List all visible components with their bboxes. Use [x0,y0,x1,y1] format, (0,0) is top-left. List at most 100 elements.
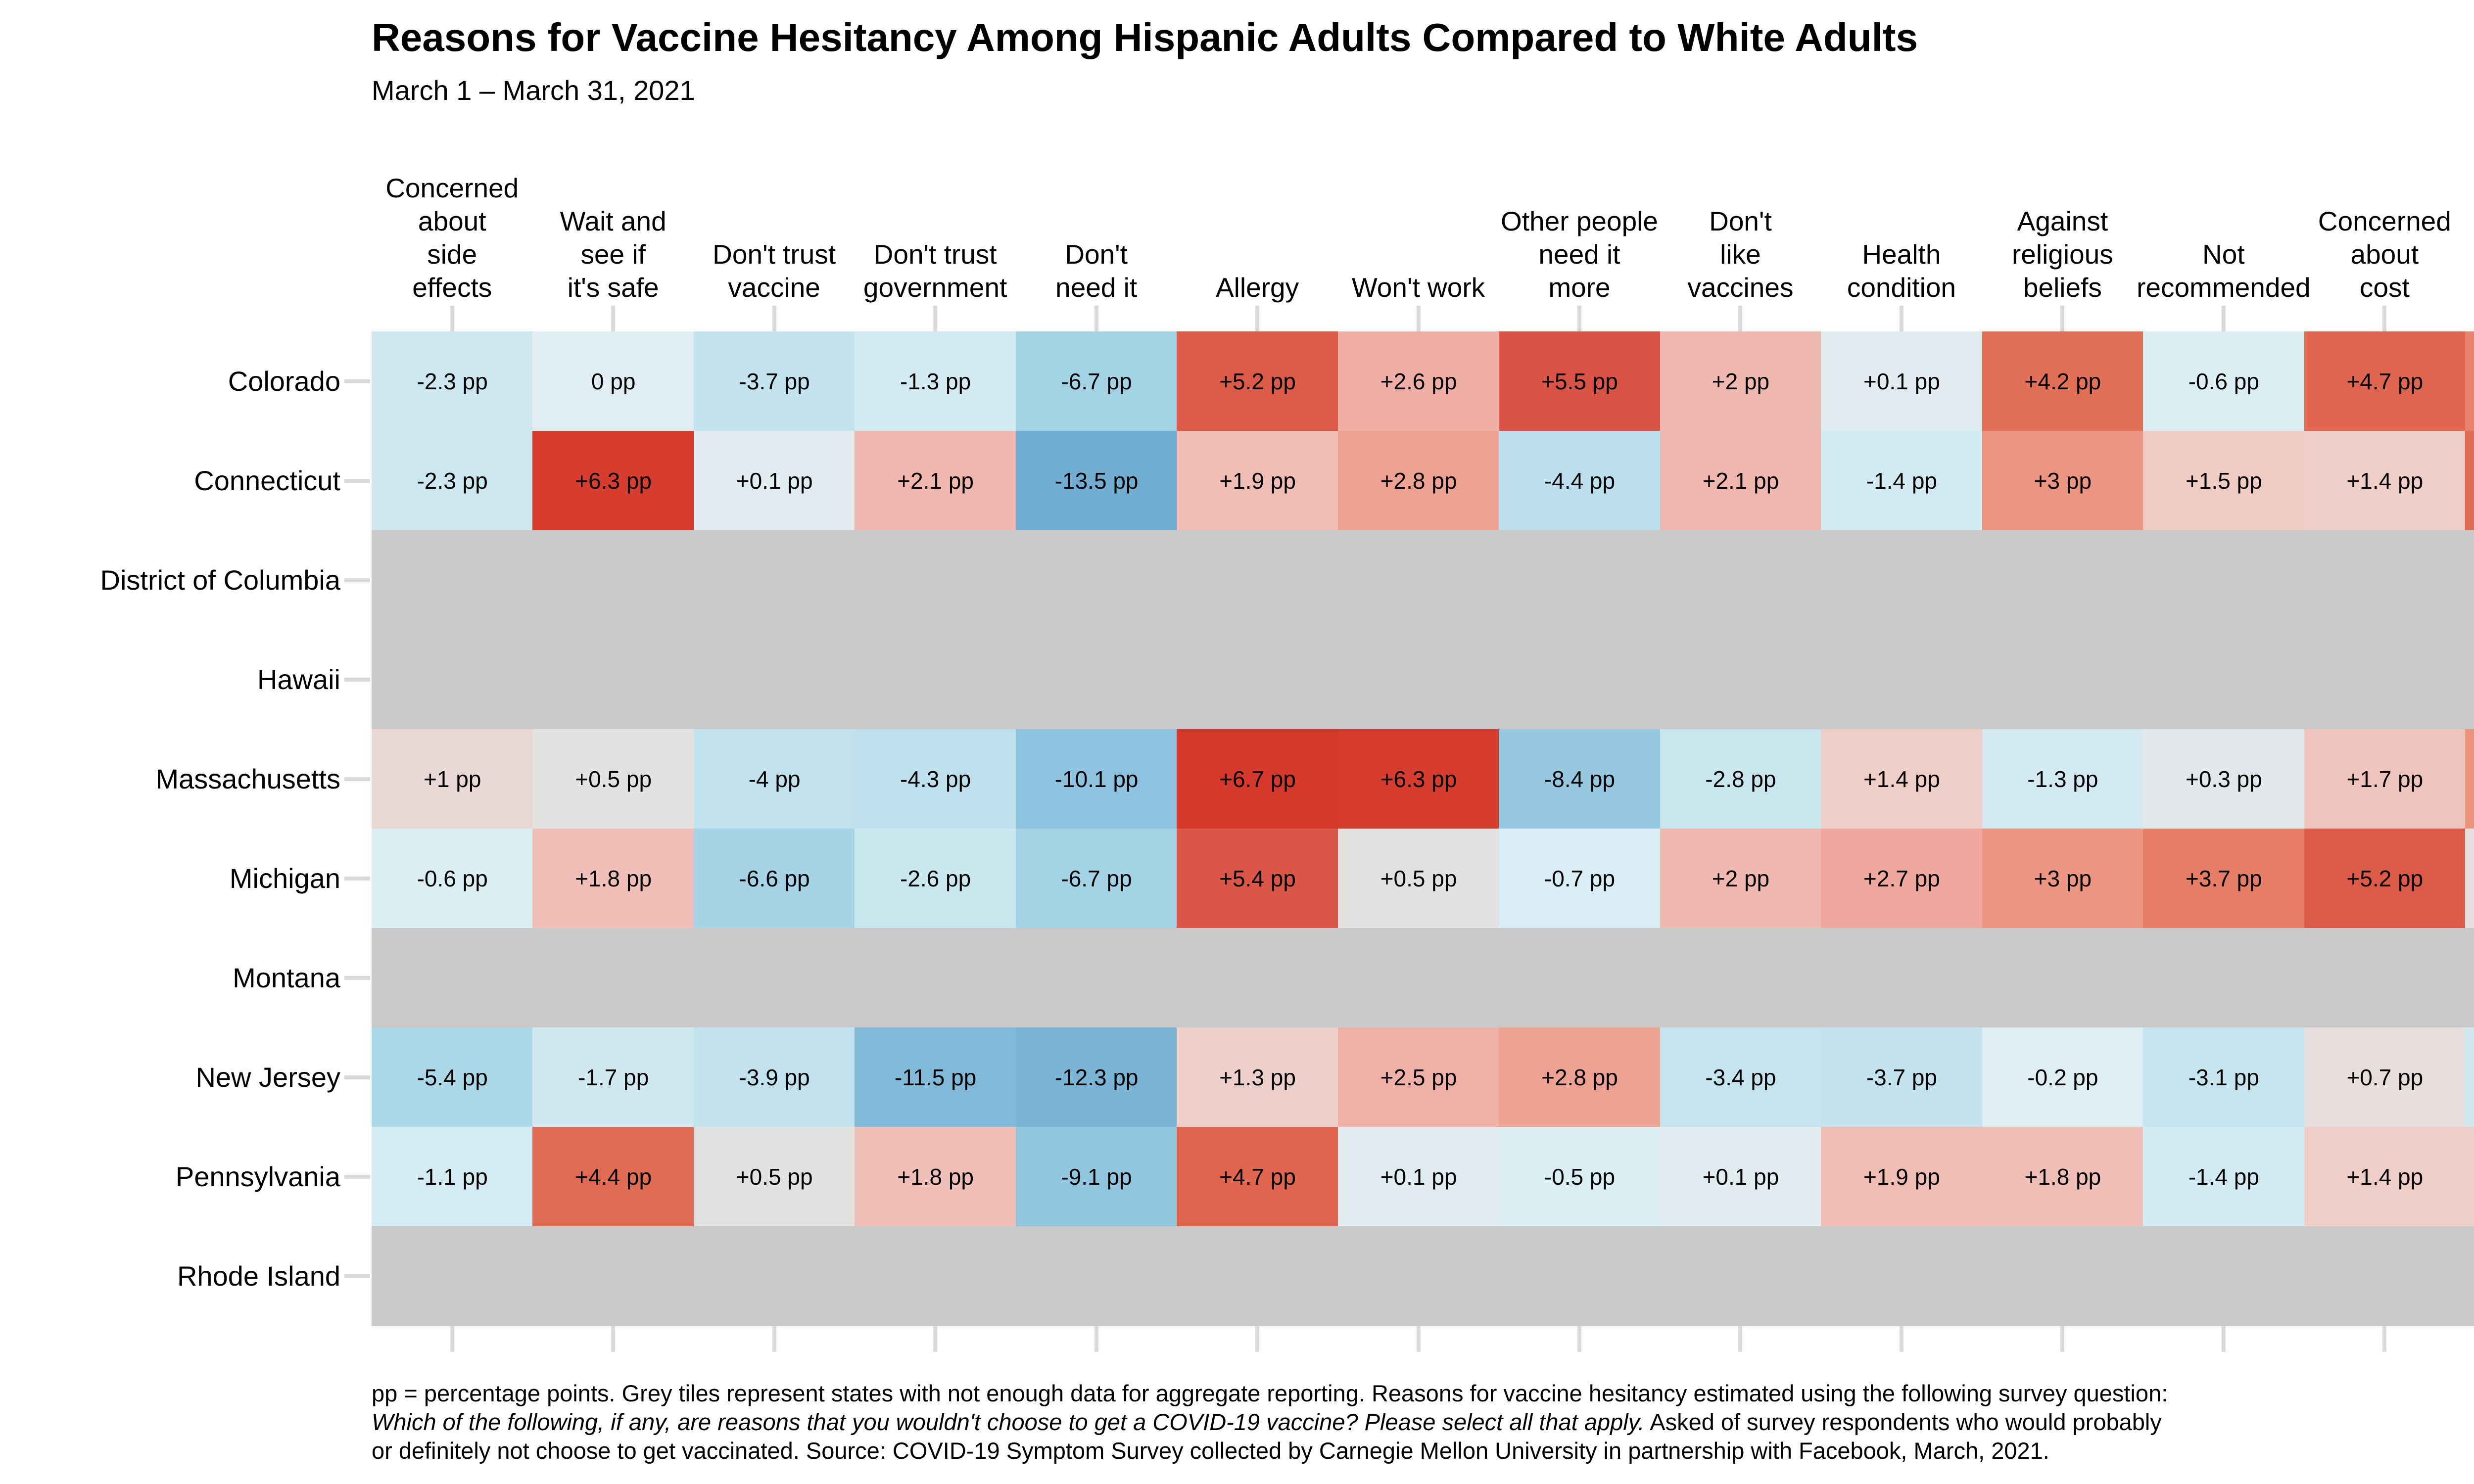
heatmap-cell: -1.4 pp [1821,431,1983,531]
cell-value-label: +5.4 pp [1219,866,1296,891]
cell-value-label: +1.8 pp [2024,1164,2101,1190]
footnote-line-1: pp = percentage points. Grey tiles repre… [372,1380,2168,1406]
heatmap-cell: +2 pp [1660,829,1822,928]
cell-value-label: -6.7 pp [1061,866,1132,891]
x-axis-tick [2382,1326,2387,1352]
cell-value-label: +5.5 pp [1541,369,1618,394]
row-label-state: Michigan [229,862,340,894]
heatmap-cell: +0.1 pp [693,431,856,531]
cell-value-label: -0.6 pp [417,866,488,891]
cell-value-label: +0.5 pp [1380,866,1457,891]
no-data-row [372,630,2474,730]
heatmap-cell: +2.6 pp [1337,331,1500,431]
cell-value-label: +1.8 pp [575,866,652,891]
heatmap-cell: +3.5 pp [2465,331,2474,431]
cell-value-label: +6.7 pp [1219,766,1296,792]
heatmap-cell: -2.3 pp [372,331,533,431]
cell-value-label: +4.2 pp [2024,369,2101,394]
y-axis-tick [344,677,370,682]
cell-value-label: +6.3 pp [575,468,652,494]
cell-value-label: -8.4 pp [1544,766,1616,792]
heatmap-cell: +3.7 pp [2143,829,2305,928]
cell-value-label: -3.1 pp [2188,1065,2259,1090]
heatmap-cell: -2.6 pp [855,829,1016,928]
heatmap-cell: -9.1 pp [1015,1127,1178,1227]
cell-value-label: -0.5 pp [1544,1164,1616,1190]
page-title: Reasons for Vaccine Hesitancy Among Hisp… [372,15,1918,59]
cell-value-label: -3.7 pp [1866,1065,1938,1090]
row-label-state: Colorado [228,365,340,397]
heatmap-cell: +4.4 pp [532,1127,694,1227]
row-label-state: Hawaii [257,663,340,695]
cell-value-label: +1.8 pp [897,1164,974,1190]
no-data-row [372,530,2474,630]
heatmap-cell: +2 pp [1660,331,1822,431]
x-axis-tick [772,1326,776,1352]
column-header: Not recommended [2137,239,2311,303]
heatmap-cell: +5.2 pp [1177,331,1338,431]
cell-value-label: +3 pp [2034,468,2092,494]
row-label-state: Rhode Island [177,1260,340,1292]
footnote-line-2: Which of the following, if any, are reas… [372,1408,2168,1437]
x-axis-tick [1577,306,1581,331]
cell-value-label: -1.3 pp [900,369,971,394]
heatmap-cell: +6.7 pp [1177,729,1338,829]
heatmap-cell: -6.7 pp [1015,331,1178,431]
heatmap-cell: +1 pp [372,729,533,829]
cell-value-label: -10.1 pp [1054,766,1139,792]
cell-value-label: +0.5 pp [736,1164,813,1190]
heatmap-cell: +0.3 pp [2143,729,2305,829]
heatmap-cell: +6.3 pp [1337,729,1500,829]
heatmap-cell: +6.3 pp [532,431,694,531]
cell-value-label: +0.1 pp [1380,1164,1457,1190]
heatmap-cell: +0.5 pp [532,729,694,829]
cell-value-label: +2 pp [1712,369,1770,394]
y-axis-tick [344,1174,370,1179]
column-header: Other people need it more [1500,206,1658,303]
y-axis-tick [344,578,370,582]
x-axis-tick [772,306,776,331]
cell-value-label: +1.5 pp [2185,468,2262,494]
cell-value-label: -11.5 pp [894,1065,977,1090]
heatmap-cell: -6.6 pp [693,829,856,928]
heatmap-cell: -13.5 pp [1015,431,1178,531]
heatmap-cell: -2.3 pp [372,431,533,531]
x-axis-tick [450,1326,454,1352]
heatmap-cell: +1.9 pp [1821,1127,1983,1227]
row-label-state: Connecticut [194,464,340,496]
heatmap-cell: -6.7 pp [1015,829,1178,928]
x-axis-tick [2221,306,2226,331]
heatmap-cell: +0.7 pp [2304,1027,2466,1127]
heatmap-cell: +1.4 pp [2304,1127,2466,1227]
x-axis-tick [933,1326,938,1352]
x-axis-tick [1255,306,1260,331]
heatmap-cell: -4.4 pp [1499,431,1661,531]
heatmap-cell: -11.5 pp [855,1027,1016,1127]
cell-value-label: -4.4 pp [1544,468,1616,494]
heatmap-cell: -10.1 pp [1015,729,1178,829]
cell-value-label: +2.1 pp [897,468,974,494]
cell-value-label: -2.8 pp [1705,766,1776,792]
heatmap-cell: +2.7 pp [1821,829,1983,928]
cell-value-label: -6.6 pp [739,866,810,891]
heatmap-cell: +5.5 pp [1499,331,1661,431]
heatmap-cell: +3 pp [1982,829,2144,928]
cell-value-label: +0.1 pp [1863,369,1940,394]
cell-value-label: +0.7 pp [2346,1065,2424,1090]
x-axis-tick [1899,1326,1903,1352]
row-label-state: Montana [233,962,340,993]
heatmap-cell: -12.3 pp [1015,1027,1178,1127]
heatmap-cell: +1.4 pp [1821,729,1983,829]
heatmap-cell: -3.7 pp [1821,1027,1983,1127]
heatmap-cell: -4.3 pp [855,729,1016,829]
heatmap-cell: -1.7 pp [532,1027,694,1127]
cell-value-label: -3.7 pp [739,369,810,394]
cell-value-label: -4 pp [748,766,801,792]
x-axis-tick [2221,1326,2226,1352]
cell-value-label: +1.4 pp [2346,1164,2424,1190]
x-axis-tick [933,306,938,331]
row-label-state: Massachusetts [155,763,341,794]
heatmap-cell: +0.5 pp [1337,829,1500,928]
heatmap-cell: -1.3 pp [855,331,1016,431]
cell-value-label: +2.5 pp [1380,1065,1457,1090]
